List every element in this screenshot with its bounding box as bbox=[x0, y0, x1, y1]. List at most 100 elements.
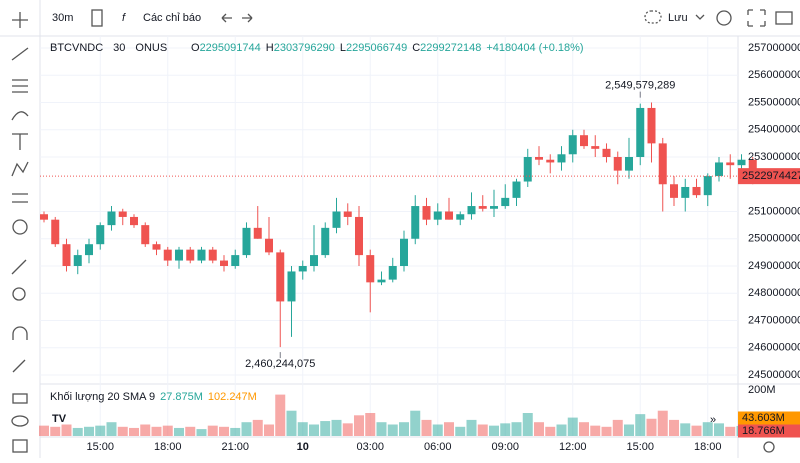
candle-body bbox=[40, 214, 48, 220]
volume-bar bbox=[579, 422, 589, 436]
candle-body bbox=[343, 211, 352, 217]
volume-bar bbox=[702, 422, 713, 436]
candle-body bbox=[647, 107, 656, 144]
volume-bar bbox=[612, 419, 623, 436]
volume-bar bbox=[50, 426, 61, 436]
emoji-tool[interactable] bbox=[12, 219, 28, 235]
volume-bar bbox=[264, 424, 274, 436]
volume-bar bbox=[162, 425, 173, 436]
volume-bar bbox=[39, 425, 49, 436]
candle-body bbox=[602, 148, 611, 157]
candle-body bbox=[186, 249, 195, 261]
candle-body bbox=[287, 271, 296, 302]
lock-drawing-tool[interactable] bbox=[12, 359, 26, 373]
candle-body bbox=[658, 143, 667, 185]
candle-body bbox=[377, 279, 386, 283]
indicators-button[interactable]: Các chỉ báo bbox=[143, 12, 201, 24]
candle-type-icon[interactable] bbox=[91, 9, 103, 27]
camera-icon[interactable] bbox=[775, 11, 793, 25]
candle-body bbox=[197, 249, 206, 261]
volume-bar bbox=[95, 425, 106, 436]
candle-body bbox=[737, 159, 746, 166]
candle-body bbox=[703, 176, 712, 196]
volume-bar bbox=[489, 425, 499, 436]
candle-body bbox=[175, 249, 183, 261]
candle-body bbox=[276, 252, 285, 302]
y-tick-label: 2550000000 bbox=[748, 96, 800, 108]
ruler-tool[interactable] bbox=[11, 259, 27, 275]
volume-bar bbox=[421, 419, 432, 436]
price-annotation: 2,549,579,289 bbox=[605, 80, 675, 92]
volume-bar bbox=[511, 422, 522, 436]
volume-bar bbox=[646, 418, 657, 436]
candle-body bbox=[118, 211, 127, 217]
undo-icon[interactable] bbox=[221, 13, 232, 23]
crosshair-tool[interactable] bbox=[12, 12, 28, 28]
y-tick-label: 2450000000 bbox=[748, 369, 800, 381]
grid bbox=[40, 36, 738, 437]
candle-body bbox=[242, 227, 251, 256]
candle-body bbox=[523, 157, 532, 182]
volume-bar bbox=[230, 427, 241, 436]
volume-bar bbox=[545, 426, 556, 436]
y-tick-label: 2540000000 bbox=[748, 124, 800, 136]
ohlc-legend: O2295091744 H2303796290 L2295066749 C229927… bbox=[191, 42, 584, 54]
last-price-box bbox=[738, 168, 800, 185]
candle-body bbox=[726, 162, 735, 166]
pattern-tool[interactable] bbox=[11, 161, 29, 177]
volume-bar bbox=[691, 425, 702, 436]
volume-bar bbox=[567, 417, 578, 436]
candle-body bbox=[96, 225, 105, 245]
scroll-right[interactable]: » bbox=[710, 414, 716, 426]
volume-bar bbox=[714, 423, 724, 436]
candle-body bbox=[152, 244, 161, 250]
x-tick-label: 18:00 bbox=[694, 441, 722, 453]
volume-bar bbox=[522, 413, 533, 436]
volume-bar bbox=[129, 427, 139, 436]
candle-body bbox=[321, 227, 330, 256]
candle-body bbox=[310, 255, 318, 266]
zoom-tool[interactable] bbox=[12, 287, 26, 301]
magnet-tool[interactable] bbox=[12, 326, 28, 340]
volume-bar bbox=[387, 424, 398, 436]
candle-body bbox=[433, 211, 442, 220]
save-button[interactable]: Lưu bbox=[668, 12, 688, 24]
trash-tool[interactable] bbox=[12, 439, 28, 453]
settings-icon[interactable] bbox=[716, 10, 732, 26]
candle-body bbox=[73, 255, 82, 266]
candle-body bbox=[580, 135, 588, 147]
volume-bar bbox=[590, 425, 601, 436]
volume-bar bbox=[219, 426, 229, 436]
trendline-tool[interactable] bbox=[11, 47, 29, 61]
prediction-tool[interactable] bbox=[12, 193, 28, 203]
x-tick-label: 15:00 bbox=[86, 441, 114, 453]
candle-body bbox=[591, 146, 600, 149]
x-tick-label: 10 bbox=[297, 441, 309, 453]
volume-bar bbox=[320, 421, 331, 436]
symbol: BTCVNDC 30 ONUS bbox=[50, 42, 167, 54]
interval-button[interactable]: 30m bbox=[52, 12, 73, 24]
candle-body bbox=[490, 206, 498, 209]
visibility-tool[interactable] bbox=[11, 415, 29, 427]
candle-body bbox=[636, 107, 645, 157]
lock-tool[interactable] bbox=[12, 393, 28, 404]
candle-body bbox=[298, 266, 307, 272]
volume-bar bbox=[342, 423, 353, 436]
save-dropdown[interactable] bbox=[695, 14, 705, 20]
volume-bar bbox=[151, 426, 162, 436]
volume-legend: Khối lượng 20 SMA 9 27.875M 102.247M bbox=[50, 391, 257, 403]
volume-bar bbox=[106, 422, 117, 436]
fib-tool[interactable] bbox=[12, 79, 28, 93]
brush-tool[interactable] bbox=[11, 111, 29, 121]
axis-settings[interactable] bbox=[763, 441, 775, 453]
volume-bar bbox=[399, 422, 409, 436]
candle-body bbox=[422, 206, 431, 220]
candle-body bbox=[748, 159, 757, 177]
fullscreen-icon[interactable] bbox=[747, 9, 766, 27]
redo-icon[interactable] bbox=[242, 13, 253, 23]
text-tool[interactable] bbox=[12, 133, 28, 150]
volume-bar bbox=[309, 424, 319, 436]
candle-body bbox=[613, 157, 622, 171]
